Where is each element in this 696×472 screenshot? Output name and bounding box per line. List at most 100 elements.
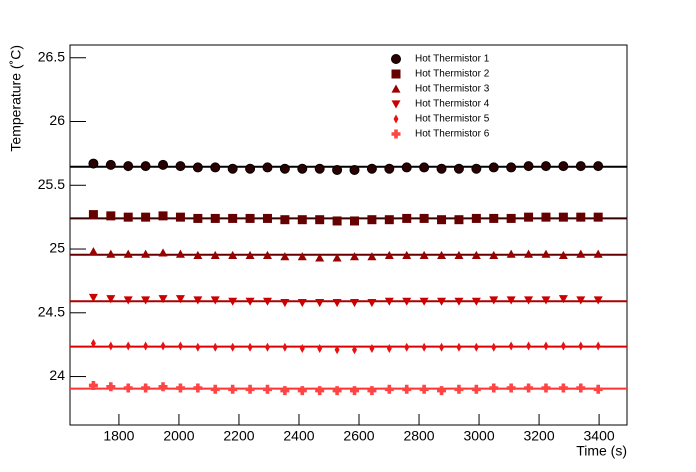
data-point [280,298,290,308]
data-point [386,343,392,353]
data-point [299,343,305,353]
data-point [141,383,151,393]
data-point [193,383,203,393]
data-point [402,384,412,394]
data-point [175,383,185,393]
data-point [524,296,534,305]
x-tick-label: 3000 [463,428,494,444]
data-point [141,249,151,258]
legend-label: Hot Thermistor 2 [415,69,490,80]
data-point [88,293,98,302]
data-point [123,212,133,222]
data-point [489,250,499,260]
data-point [350,298,360,308]
data-point [123,249,133,258]
data-point [297,215,307,225]
data-point [506,249,516,258]
data-point [245,213,255,223]
data-point [454,297,464,306]
data-point [245,384,255,394]
data-point [177,341,183,351]
y-tick-label: 24.5 [38,303,65,319]
data-point [297,163,308,174]
y-tick-label: 25 [49,240,65,256]
x-tick-label: 3200 [523,428,554,444]
data-point [230,342,236,352]
data-point [282,342,288,352]
legend-marker [391,69,401,79]
data-point [489,383,499,393]
data-point [158,295,168,304]
data-point [315,253,325,262]
data-point [506,213,516,223]
data-point [125,341,131,351]
data-point [471,163,482,174]
data-point [436,163,447,174]
data-point [332,164,343,175]
data-point [595,341,601,351]
legend-marker [391,84,401,93]
x-tick-label: 1800 [103,428,134,444]
data-point [314,163,325,174]
y-tick-label: 26.5 [38,48,65,64]
data-point [227,163,238,174]
data-point [439,342,445,352]
data-point [212,342,218,352]
data-point [543,341,549,351]
data-point [453,163,464,174]
data-point [491,342,497,352]
data-point [366,163,377,174]
data-point [105,159,116,170]
data-point [558,295,568,304]
x-tick-label: 3400 [584,428,615,444]
data-point [175,295,185,304]
data-point [297,386,307,396]
data-point [175,161,186,172]
data-point [437,386,447,396]
data-point [402,213,412,223]
data-point [123,383,133,393]
data-point [193,250,203,260]
data-point [141,296,151,305]
data-point [160,341,166,351]
data-point [593,161,604,172]
data-point [384,250,394,260]
data-point [454,215,464,225]
legend-marker [391,54,401,64]
data-point [106,211,116,221]
data-point [506,162,517,173]
data-point [297,298,307,308]
data-point [210,296,220,305]
legend-label: Hot Thermistor 6 [415,129,490,140]
x-tick-label: 2400 [283,428,314,444]
data-point [210,162,221,173]
data-point [90,338,96,348]
legend-label: Hot Thermistor 5 [415,114,490,125]
data-point [401,162,412,173]
data-point [349,164,360,175]
data-point [88,158,99,169]
legend-marker [391,100,401,109]
x-tick-label: 2000 [163,428,194,444]
data-point [367,386,377,396]
data-point [262,250,272,260]
data-point [315,386,325,396]
data-point [367,252,377,261]
data-point [471,297,481,306]
data-point [247,342,253,352]
data-point [245,297,255,306]
data-point [280,386,290,396]
data-point [262,384,272,394]
data-point [593,296,603,305]
data-point [192,162,203,173]
data-point [332,216,342,226]
data-point [471,213,481,223]
data-point [280,252,290,261]
data-point [315,298,325,308]
data-point [315,215,325,225]
data-point [332,253,342,262]
data-point [384,297,394,306]
data-point [193,213,203,223]
data-point [352,345,357,355]
